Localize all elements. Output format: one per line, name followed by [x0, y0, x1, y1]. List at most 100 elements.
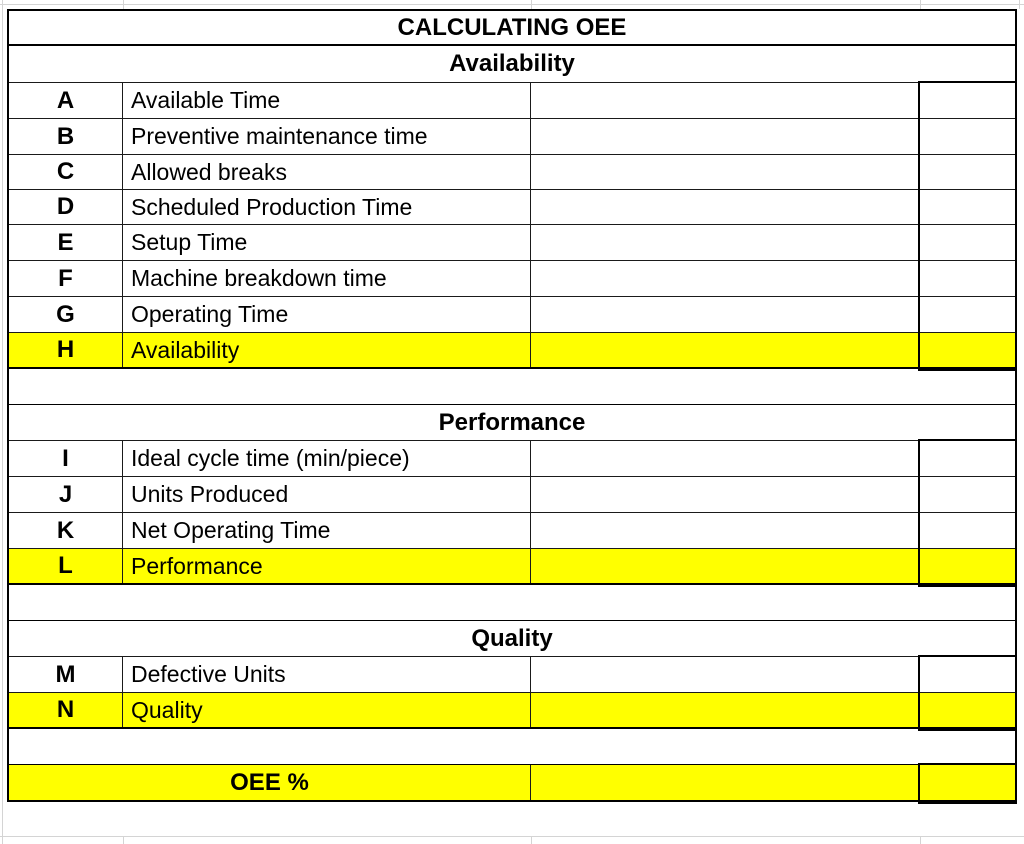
sheet-gridline-bottom	[0, 836, 1024, 837]
row-letter[interactable]: K	[9, 513, 123, 548]
result-cell[interactable]	[920, 333, 1015, 367]
row-letter[interactable]: J	[9, 477, 123, 512]
value-cell[interactable]	[531, 225, 920, 260]
table-row-a: A Available Time	[9, 83, 1015, 119]
table-row-j: J Units Produced	[9, 477, 1015, 513]
row-label[interactable]: Availability	[123, 333, 531, 367]
sheet-gridline-col1-bottom	[123, 836, 124, 844]
table-row-c: C Allowed breaks	[9, 155, 1015, 190]
value-cell[interactable]	[531, 83, 920, 118]
sheet-gridline-col3-top	[920, 0, 921, 9]
row-label[interactable]: Ideal cycle time (min/piece)	[123, 441, 531, 476]
row-label[interactable]: Operating Time	[123, 297, 531, 332]
sheet-gridline-col2-bottom	[531, 836, 532, 844]
value-cell[interactable]	[531, 693, 920, 727]
table-row-b: B Preventive maintenance time	[9, 119, 1015, 155]
empty-cell	[9, 369, 1015, 404]
result-cell[interactable]	[920, 513, 1015, 548]
result-cell[interactable]	[920, 190, 1015, 224]
result-cell[interactable]	[920, 657, 1015, 692]
value-cell[interactable]	[531, 657, 920, 692]
row-label[interactable]: Machine breakdown time	[123, 261, 531, 296]
spacer-row	[9, 369, 1015, 405]
row-letter[interactable]: E	[9, 225, 123, 260]
row-letter[interactable]: F	[9, 261, 123, 296]
sheet-gridline-top	[0, 4, 1024, 5]
row-label[interactable]: Performance	[123, 549, 531, 583]
table-row-f: F Machine breakdown time	[9, 261, 1015, 297]
spacer-row	[9, 585, 1015, 621]
sheet-gridline-col2-top	[531, 0, 532, 9]
row-label[interactable]: Scheduled Production Time	[123, 190, 531, 224]
table-row-k: K Net Operating Time	[9, 513, 1015, 549]
empty-cell	[9, 729, 1015, 764]
section-header-quality: Quality	[9, 621, 1015, 657]
empty-cell	[9, 585, 1015, 620]
table-row-g: G Operating Time	[9, 297, 1015, 333]
section-title[interactable]: Quality	[471, 624, 553, 652]
row-letter[interactable]: D	[9, 190, 123, 224]
row-label[interactable]: Units Produced	[123, 477, 531, 512]
table-row-l-performance-result: L Performance	[9, 549, 1015, 585]
row-letter[interactable]: I	[9, 441, 123, 476]
result-cell[interactable]	[920, 693, 1015, 727]
result-cell[interactable]	[920, 225, 1015, 260]
row-letter[interactable]: B	[9, 119, 123, 154]
result-cell[interactable]	[920, 261, 1015, 296]
value-cell[interactable]	[531, 441, 920, 476]
table-row-n-quality-result: N Quality	[9, 693, 1015, 729]
row-letter[interactable]: H	[9, 333, 123, 367]
value-cell[interactable]	[531, 333, 920, 367]
table-row-e: E Setup Time	[9, 225, 1015, 261]
result-cell[interactable]	[920, 477, 1015, 512]
value-cell[interactable]	[531, 549, 920, 583]
sheet-gridline-col1-top	[123, 0, 124, 9]
row-label[interactable]: Defective Units	[123, 657, 531, 692]
page-title[interactable]: CALCULATING OEE	[397, 13, 627, 41]
value-cell[interactable]	[531, 119, 920, 154]
row-letter[interactable]: M	[9, 657, 123, 692]
row-label[interactable]: Allowed breaks	[123, 155, 531, 189]
row-letter[interactable]: L	[9, 549, 123, 583]
result-cell[interactable]	[920, 441, 1015, 476]
value-cell[interactable]	[531, 765, 920, 800]
row-letter[interactable]: A	[9, 83, 123, 118]
value-cell[interactable]	[531, 477, 920, 512]
value-cell[interactable]	[531, 155, 920, 189]
result-cell[interactable]	[920, 549, 1015, 583]
section-header-performance: Performance	[9, 405, 1015, 441]
oee-total-row: OEE %	[9, 765, 1015, 800]
sheet-gridline-col4-top	[1019, 0, 1020, 9]
value-cell[interactable]	[531, 513, 920, 548]
oee-table: CALCULATING OEE Availability A Available…	[7, 9, 1017, 802]
sheet-gridline-col3-bottom	[920, 836, 921, 844]
spacer-row	[9, 729, 1015, 765]
value-cell[interactable]	[531, 261, 920, 296]
title-row: CALCULATING OEE	[9, 11, 1015, 46]
result-cell[interactable]	[920, 297, 1015, 332]
row-label[interactable]: Net Operating Time	[123, 513, 531, 548]
row-label[interactable]: Quality	[123, 693, 531, 727]
row-label[interactable]: Available Time	[123, 83, 531, 118]
row-label[interactable]: Preventive maintenance time	[123, 119, 531, 154]
value-cell[interactable]	[531, 297, 920, 332]
table-row-i: I Ideal cycle time (min/piece)	[9, 441, 1015, 477]
table-row-m: M Defective Units	[9, 657, 1015, 693]
value-cell[interactable]	[531, 190, 920, 224]
row-label[interactable]: Setup Time	[123, 225, 531, 260]
table-row-h-availability-result: H Availability	[9, 333, 1015, 369]
section-header-availability: Availability	[9, 46, 1015, 83]
section-title[interactable]: Performance	[438, 408, 586, 436]
result-cell[interactable]	[920, 83, 1015, 118]
section-title[interactable]: Availability	[449, 50, 575, 77]
table-row-d: D Scheduled Production Time	[9, 190, 1015, 225]
sheet-gridline-left	[2, 0, 3, 844]
result-cell[interactable]	[920, 155, 1015, 189]
row-letter[interactable]: N	[9, 693, 123, 727]
oee-label[interactable]: OEE %	[9, 765, 531, 800]
result-cell[interactable]	[920, 765, 1015, 800]
row-letter[interactable]: G	[9, 297, 123, 332]
row-letter[interactable]: C	[9, 155, 123, 189]
result-cell[interactable]	[920, 119, 1015, 154]
